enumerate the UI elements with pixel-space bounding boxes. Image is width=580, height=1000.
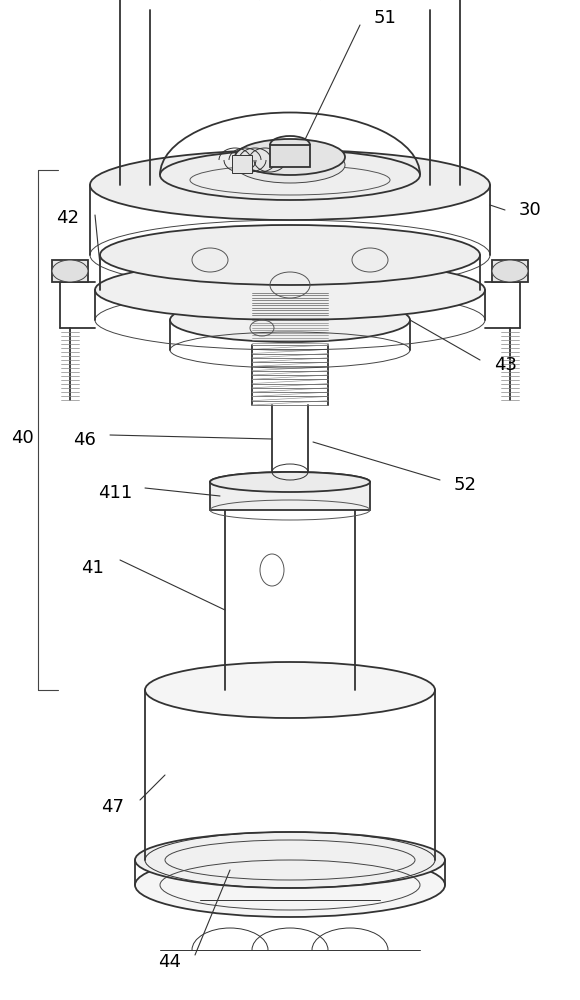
Bar [52,260,88,282]
Text: 46: 46 [72,431,96,449]
Ellipse shape [52,260,88,282]
Text: 41: 41 [82,559,104,577]
Ellipse shape [90,150,490,220]
Ellipse shape [235,139,345,175]
Text: 40: 40 [10,429,34,447]
Text: 52: 52 [454,476,477,494]
Bar [492,260,528,282]
Text: 43: 43 [495,356,517,374]
Ellipse shape [210,472,370,492]
Ellipse shape [135,832,445,888]
Bar [270,145,310,167]
Text: 30: 30 [519,201,541,219]
Ellipse shape [170,298,410,342]
Text: 44: 44 [158,953,182,971]
Ellipse shape [160,150,420,200]
Ellipse shape [145,662,435,718]
Bar [232,155,252,173]
Ellipse shape [492,260,528,282]
Ellipse shape [135,853,445,917]
Ellipse shape [95,260,485,320]
Ellipse shape [100,225,480,285]
Text: 47: 47 [102,798,125,816]
Bar [210,482,370,510]
Text: 42: 42 [56,209,79,227]
Text: 51: 51 [374,9,397,27]
Ellipse shape [235,147,345,183]
Text: 411: 411 [98,484,132,502]
